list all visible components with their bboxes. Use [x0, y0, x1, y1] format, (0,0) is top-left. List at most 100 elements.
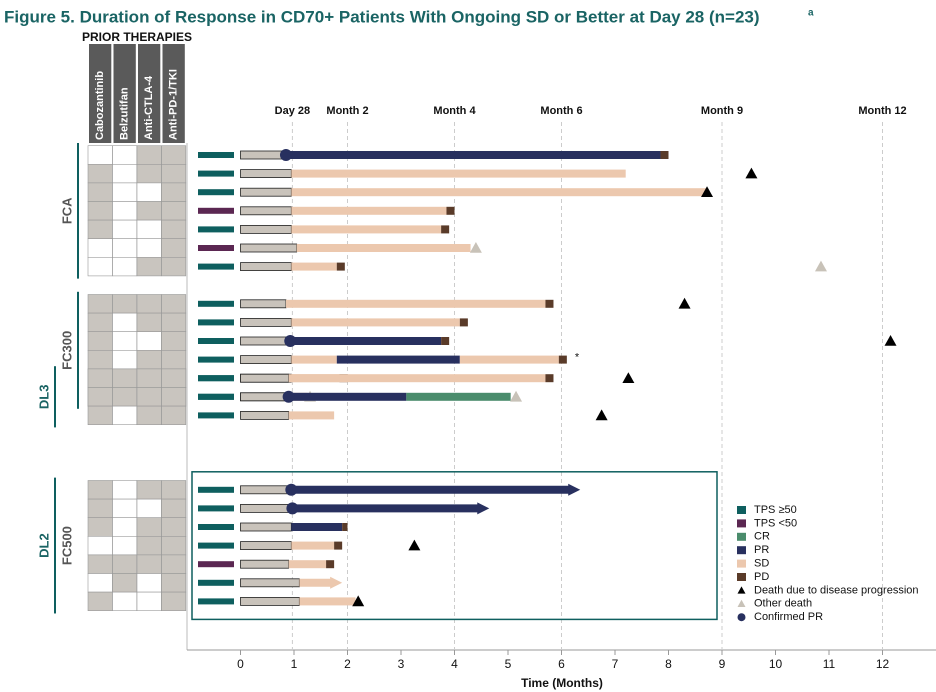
prior-therapy-cell [161, 294, 187, 314]
lead-bar [240, 262, 292, 272]
prior-therapy-cell [87, 368, 113, 388]
lead-bar [240, 373, 290, 383]
confirmed-pr [279, 149, 292, 161]
lead-bar [240, 169, 292, 179]
bar-segment [342, 523, 348, 531]
bar-segment [288, 392, 407, 401]
milestone-label: Day 28 [275, 105, 310, 117]
x-tick-label: 4 [451, 657, 458, 671]
prior-therapy-cell [136, 480, 162, 500]
prior-therapy-cell [136, 219, 162, 240]
legend-label: TPS <50 [754, 517, 797, 529]
prior-therapy-cell [87, 591, 113, 611]
milestone-label: Month 2 [326, 105, 368, 117]
milestone-label: Month 9 [701, 105, 743, 117]
bar-segment [459, 318, 468, 327]
bar-segment [291, 318, 460, 327]
tps-marker [198, 542, 234, 549]
lead-bar [240, 522, 292, 532]
lead-bar [240, 355, 292, 365]
prior-therapy-cell [87, 480, 113, 500]
tps-marker [198, 524, 234, 530]
prior-therapy-cell [112, 517, 138, 537]
prior-therapy-cell [136, 164, 162, 184]
prior-therapy-cell [136, 535, 162, 556]
legend-swatch [737, 586, 746, 594]
lead-bar [240, 503, 293, 513]
prior-therapy-cell [112, 405, 138, 426]
lead-bar [240, 578, 300, 588]
x-tick-label: 2 [344, 657, 351, 671]
prior-therapy-cell [161, 349, 187, 370]
lead-bar [240, 224, 292, 234]
group-label: DL2 [36, 533, 51, 558]
bar-segment [441, 337, 450, 345]
lead-bar [240, 541, 292, 550]
tps-marker [198, 319, 234, 326]
lead-bar [240, 187, 292, 197]
x-tick-label: 11 [823, 657, 836, 671]
bar-segment [291, 523, 343, 531]
bar-segment [291, 262, 337, 271]
death-marker [884, 335, 897, 346]
legend-label: SD [754, 558, 769, 570]
prior-therapy-cell [87, 517, 113, 537]
prior-therapy-cell [112, 145, 138, 165]
prior-therapy-cell [136, 498, 162, 519]
prior-therapy-cell [112, 387, 138, 407]
prior-therapy-cell [87, 312, 113, 333]
tps-marker [198, 412, 234, 419]
bar-segment [291, 355, 337, 364]
bar-segment [291, 188, 706, 197]
confirmed-pr [282, 390, 295, 403]
lead-bar [240, 336, 291, 346]
bar-segment [285, 151, 661, 159]
x-tick-label: 7 [612, 657, 619, 671]
prior-therapy-cell [112, 349, 138, 370]
prior-therapy-cell [161, 182, 187, 202]
prior-therapy-cell [136, 405, 162, 426]
legend-swatch [737, 519, 746, 528]
group-box [191, 471, 718, 621]
x-tick-label: 9 [719, 657, 726, 671]
bar-segment [545, 299, 554, 308]
prior-therapy-cell [112, 480, 138, 500]
tps-marker [198, 152, 234, 158]
title-footnote: a [808, 8, 814, 19]
bar-segment [290, 337, 442, 345]
prior-therapy-cell [87, 387, 113, 407]
prior-therapy-cell [112, 256, 138, 277]
tps-marker [198, 189, 234, 196]
column-header: Anti-PD-1/TKI [168, 69, 180, 140]
bar-segment [441, 225, 450, 234]
prior-therapy-cell [161, 405, 187, 426]
bar-segment [558, 355, 567, 364]
lead-bar [240, 150, 287, 160]
death-marker [814, 260, 827, 272]
prior-therapy-cell [136, 238, 162, 258]
prior-therapy-cell [161, 517, 187, 537]
prior-therapy-cell [87, 201, 113, 221]
x-tick-label: 6 [558, 657, 565, 671]
prior-therapy-cell [87, 219, 113, 240]
legend-label: PD [754, 571, 769, 583]
prior-therapy-cell [161, 498, 187, 519]
column-header: Belzutifan [119, 87, 131, 140]
prior-therapy-cell [112, 201, 138, 221]
bar-segment [406, 392, 511, 401]
row-note: * [575, 352, 580, 364]
tps-marker [198, 338, 234, 344]
prior-therapy-cell [161, 256, 187, 277]
confirmed-pr [286, 502, 299, 515]
prior-therapy-cell [87, 331, 113, 351]
bar-segment [291, 169, 626, 178]
chart-title: Figure 5. Duration of Response in CD70+ … [4, 7, 760, 26]
x-tick-label: 0 [237, 657, 244, 671]
bar-segment [336, 262, 345, 271]
tps-marker [198, 579, 234, 586]
tps-marker [198, 170, 234, 177]
prior-therapy-cell [112, 368, 138, 388]
prior-therapy-cell [136, 294, 162, 314]
prior-therapy-cell [136, 312, 162, 333]
x-tick-label: 3 [398, 657, 405, 671]
